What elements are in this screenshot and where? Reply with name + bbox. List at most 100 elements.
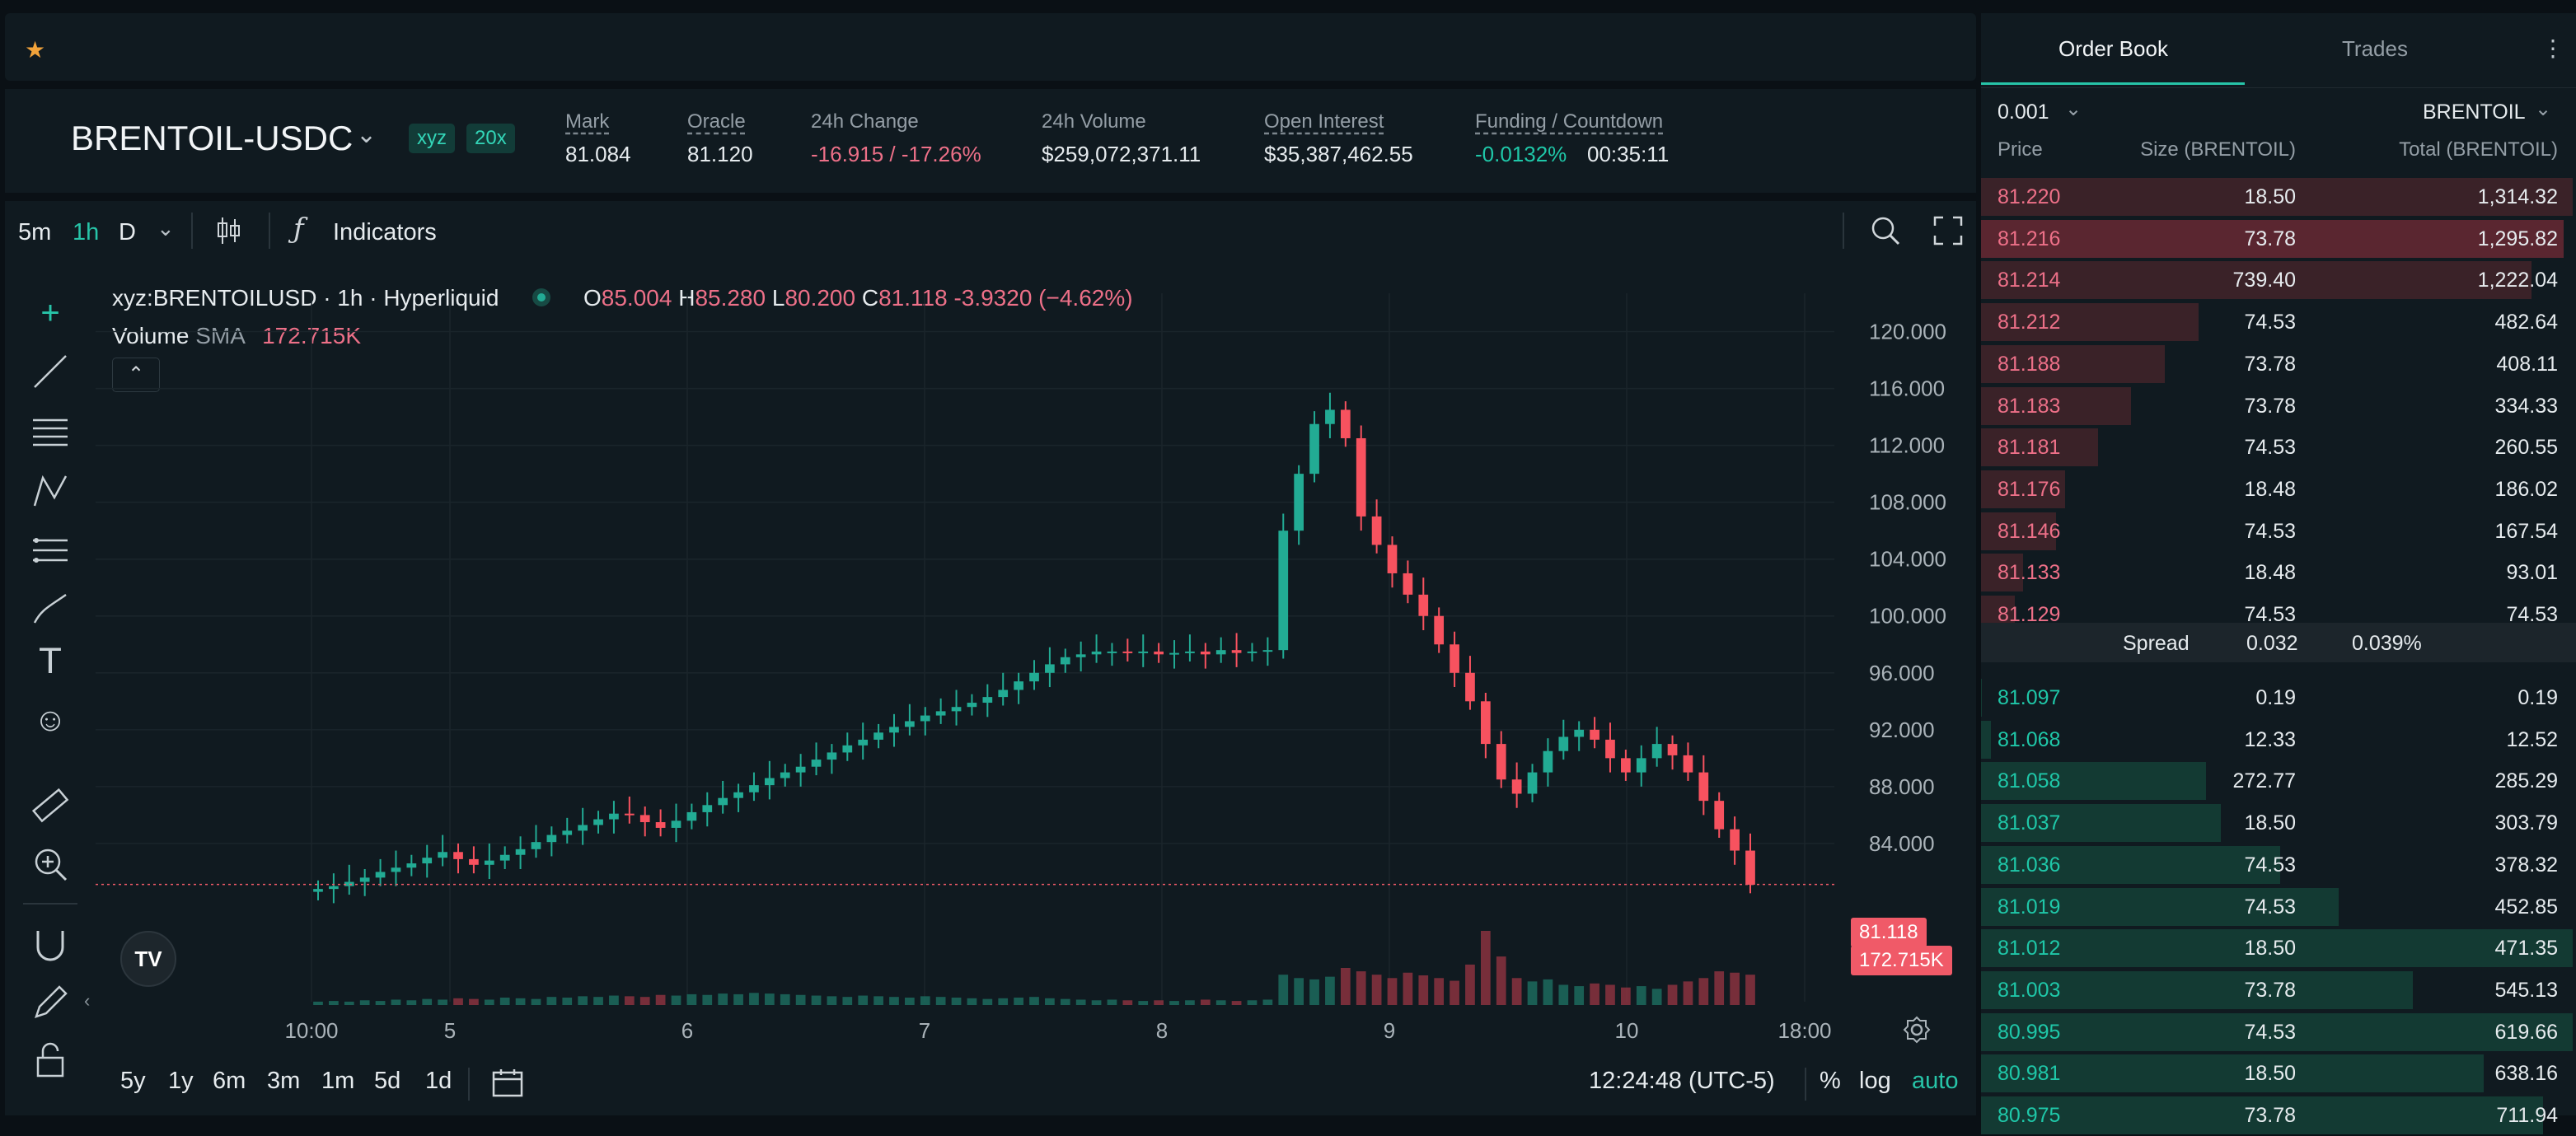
candle-body: [1076, 654, 1086, 657]
range-3m[interactable]: 3m: [267, 1068, 300, 1095]
divider: [468, 1068, 470, 1101]
volume-bar: [1558, 984, 1568, 1005]
tab-trades[interactable]: Trades: [2342, 36, 2408, 62]
volume-bar: [1574, 986, 1584, 1005]
candle-body: [1714, 801, 1724, 830]
volume-bar: [1092, 1000, 1102, 1005]
divider: [191, 213, 193, 249]
tab-order-book[interactable]: Order Book: [2058, 36, 2168, 62]
range-5d[interactable]: 5d: [374, 1068, 400, 1095]
favorites-bar: ★: [5, 13, 1976, 81]
volume-bar: [1512, 978, 1522, 1005]
divider: [269, 213, 270, 249]
candle-body: [1481, 701, 1491, 744]
candle-body: [796, 767, 806, 773]
range-1m[interactable]: 1m: [321, 1068, 354, 1095]
candle-body: [422, 858, 432, 863]
timeframe-d[interactable]: D: [119, 219, 136, 246]
candle-body: [1029, 673, 1039, 681]
chevron-down-icon[interactable]: ⌄: [2535, 97, 2551, 121]
range-5y[interactable]: 5y: [120, 1068, 146, 1095]
zoom-search-icon[interactable]: [1869, 214, 1902, 247]
fullscreen-icon[interactable]: [1933, 216, 1963, 245]
candle-body: [485, 861, 494, 865]
candle-body: [516, 849, 526, 855]
candle-body: [1309, 424, 1319, 474]
candle-body: [640, 815, 650, 822]
volume-bar: [1154, 1000, 1164, 1005]
col-price: Price: [1998, 138, 2043, 161]
candle-body: [1248, 652, 1258, 653]
volume-bar: [516, 998, 526, 1005]
range-1y[interactable]: 1y: [168, 1068, 194, 1095]
total-cell: 93.01: [2506, 561, 2558, 585]
chevron-down-icon[interactable]: ⌄: [157, 216, 175, 241]
more-menu-icon[interactable]: ⋮: [2541, 35, 2564, 62]
volume-bar: [1605, 984, 1615, 1005]
function-icon[interactable]: ƒ: [293, 213, 304, 245]
spread-percent: 0.039%: [2352, 632, 2422, 656]
size-cell: 74.53: [2244, 436, 2296, 460]
settings-gear-icon[interactable]: [1902, 1015, 1932, 1045]
tradingview-logo[interactable]: TV: [120, 931, 176, 987]
candle-body: [656, 822, 666, 828]
total-cell: 0.19: [2517, 686, 2558, 710]
volume-bar: [1543, 979, 1553, 1005]
candle-body: [1543, 751, 1553, 773]
chevron-down-icon[interactable]: ⌄: [2065, 97, 2082, 121]
volume-bar: [733, 994, 743, 1005]
price-chart[interactable]: 120.000116.000112.000108.000104.000100.0…: [5, 260, 1976, 1051]
x-tick-label: 7: [919, 1018, 930, 1043]
percent-toggle[interactable]: %: [1820, 1068, 1841, 1095]
auto-toggle[interactable]: auto: [1912, 1068, 1958, 1095]
tick-size-select[interactable]: 0.001: [1998, 101, 2049, 124]
volume-bar: [656, 995, 666, 1005]
indicators-button[interactable]: Indicators: [333, 219, 437, 246]
log-toggle[interactable]: log: [1859, 1068, 1891, 1095]
candle-body: [1138, 652, 1148, 653]
volume-bar: [1325, 977, 1335, 1005]
price-cell: 81.019: [1998, 895, 2060, 919]
size-cell: 739.40: [2233, 269, 2296, 292]
leverage-badge[interactable]: 20x: [466, 124, 515, 153]
unit-select[interactable]: BRENTOIL: [2423, 101, 2526, 124]
range-6m[interactable]: 6m: [213, 1068, 246, 1095]
clock-readout[interactable]: 12:24:48 (UTC-5): [1589, 1068, 1775, 1095]
timeframe-5m[interactable]: 5m: [18, 219, 51, 246]
candle-body: [1684, 755, 1693, 773]
price-cell: 81.037: [1998, 811, 2060, 835]
volume-bar: [1434, 978, 1444, 1005]
timeframe-1h[interactable]: 1h: [73, 219, 99, 246]
total-cell: 1,314.32: [2478, 185, 2558, 209]
chevron-down-icon[interactable]: ⌄: [356, 120, 377, 149]
star-icon[interactable]: ★: [25, 36, 45, 63]
calendar-range-icon[interactable]: [491, 1068, 524, 1099]
volume-bar: [1309, 979, 1319, 1005]
candle-body: [967, 703, 977, 707]
candles-icon[interactable]: [214, 216, 242, 245]
range-1d[interactable]: 1d: [425, 1068, 452, 1095]
volume-bar: [889, 997, 899, 1005]
candle-body: [1154, 652, 1164, 654]
